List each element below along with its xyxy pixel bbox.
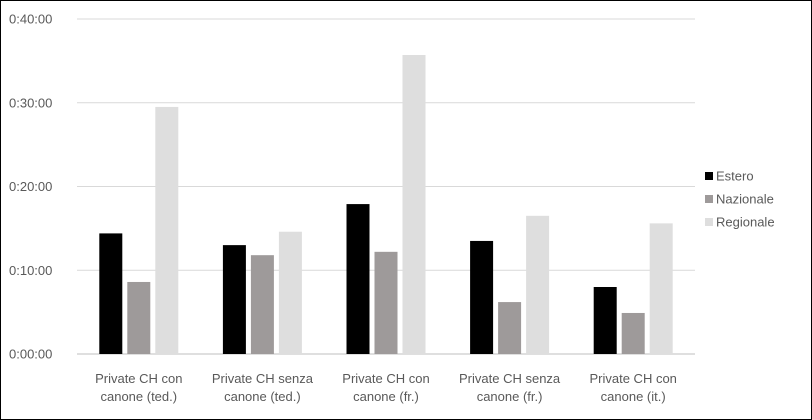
bar-estero [470, 240, 494, 354]
y-tick-label: 0:10:00 [9, 263, 52, 278]
bar-regionale [526, 215, 550, 354]
x-tick-label: canone (fr.) [353, 389, 419, 404]
bar-estero [593, 287, 617, 354]
bar-regionale [402, 55, 426, 354]
gridlines [77, 18, 695, 355]
bar-nazionale [374, 251, 398, 354]
legend: Estero Nazionale Regionale [705, 169, 775, 230]
y-tick-label: 0:30:00 [9, 95, 52, 110]
x-tick-label: canone (fr.) [477, 389, 543, 404]
x-tick-label: Private CH senza [459, 371, 561, 386]
x-tick-label: Private CH con [589, 371, 676, 386]
legend-label-estero: Estero [716, 169, 754, 184]
x-tick-label: canone (ted.) [224, 389, 301, 404]
x-tick-label: canone (it.) [601, 389, 666, 404]
bar-estero [99, 233, 123, 354]
bar-nazionale [621, 312, 645, 354]
bar-nazionale [250, 255, 274, 354]
bar-nazionale [127, 281, 151, 354]
x-tick-label: Private CH senza [212, 371, 314, 386]
legend-swatch-nazionale [705, 195, 713, 203]
legend-swatch-estero [705, 172, 713, 180]
y-tick-label: 0:00:00 [9, 347, 52, 362]
legend-label-nazionale: Nazionale [716, 192, 774, 207]
x-tick-label: canone (ted.) [100, 389, 177, 404]
bar-nazionale [498, 302, 522, 354]
bar-estero [346, 204, 370, 354]
legend-label-regionale: Regionale [716, 215, 775, 230]
y-tick-label: 0:20:00 [9, 179, 52, 194]
bar-regionale [649, 223, 673, 354]
x-axis-ticks: Private CH con canone (ted.) Private CH se… [95, 371, 677, 404]
bars [99, 55, 673, 354]
x-tick-label: Private CH con [342, 371, 429, 386]
bar-estero [222, 245, 246, 354]
legend-swatch-regionale [705, 218, 713, 226]
bar-regionale [155, 106, 179, 354]
y-tick-label: 0:40:00 [9, 12, 52, 27]
y-axis-ticks: 0:00:00 0:10:00 0:20:00 0:30:00 0:40:00 [9, 12, 52, 362]
bar-regionale [278, 231, 302, 354]
x-tick-label: Private CH con [95, 371, 182, 386]
